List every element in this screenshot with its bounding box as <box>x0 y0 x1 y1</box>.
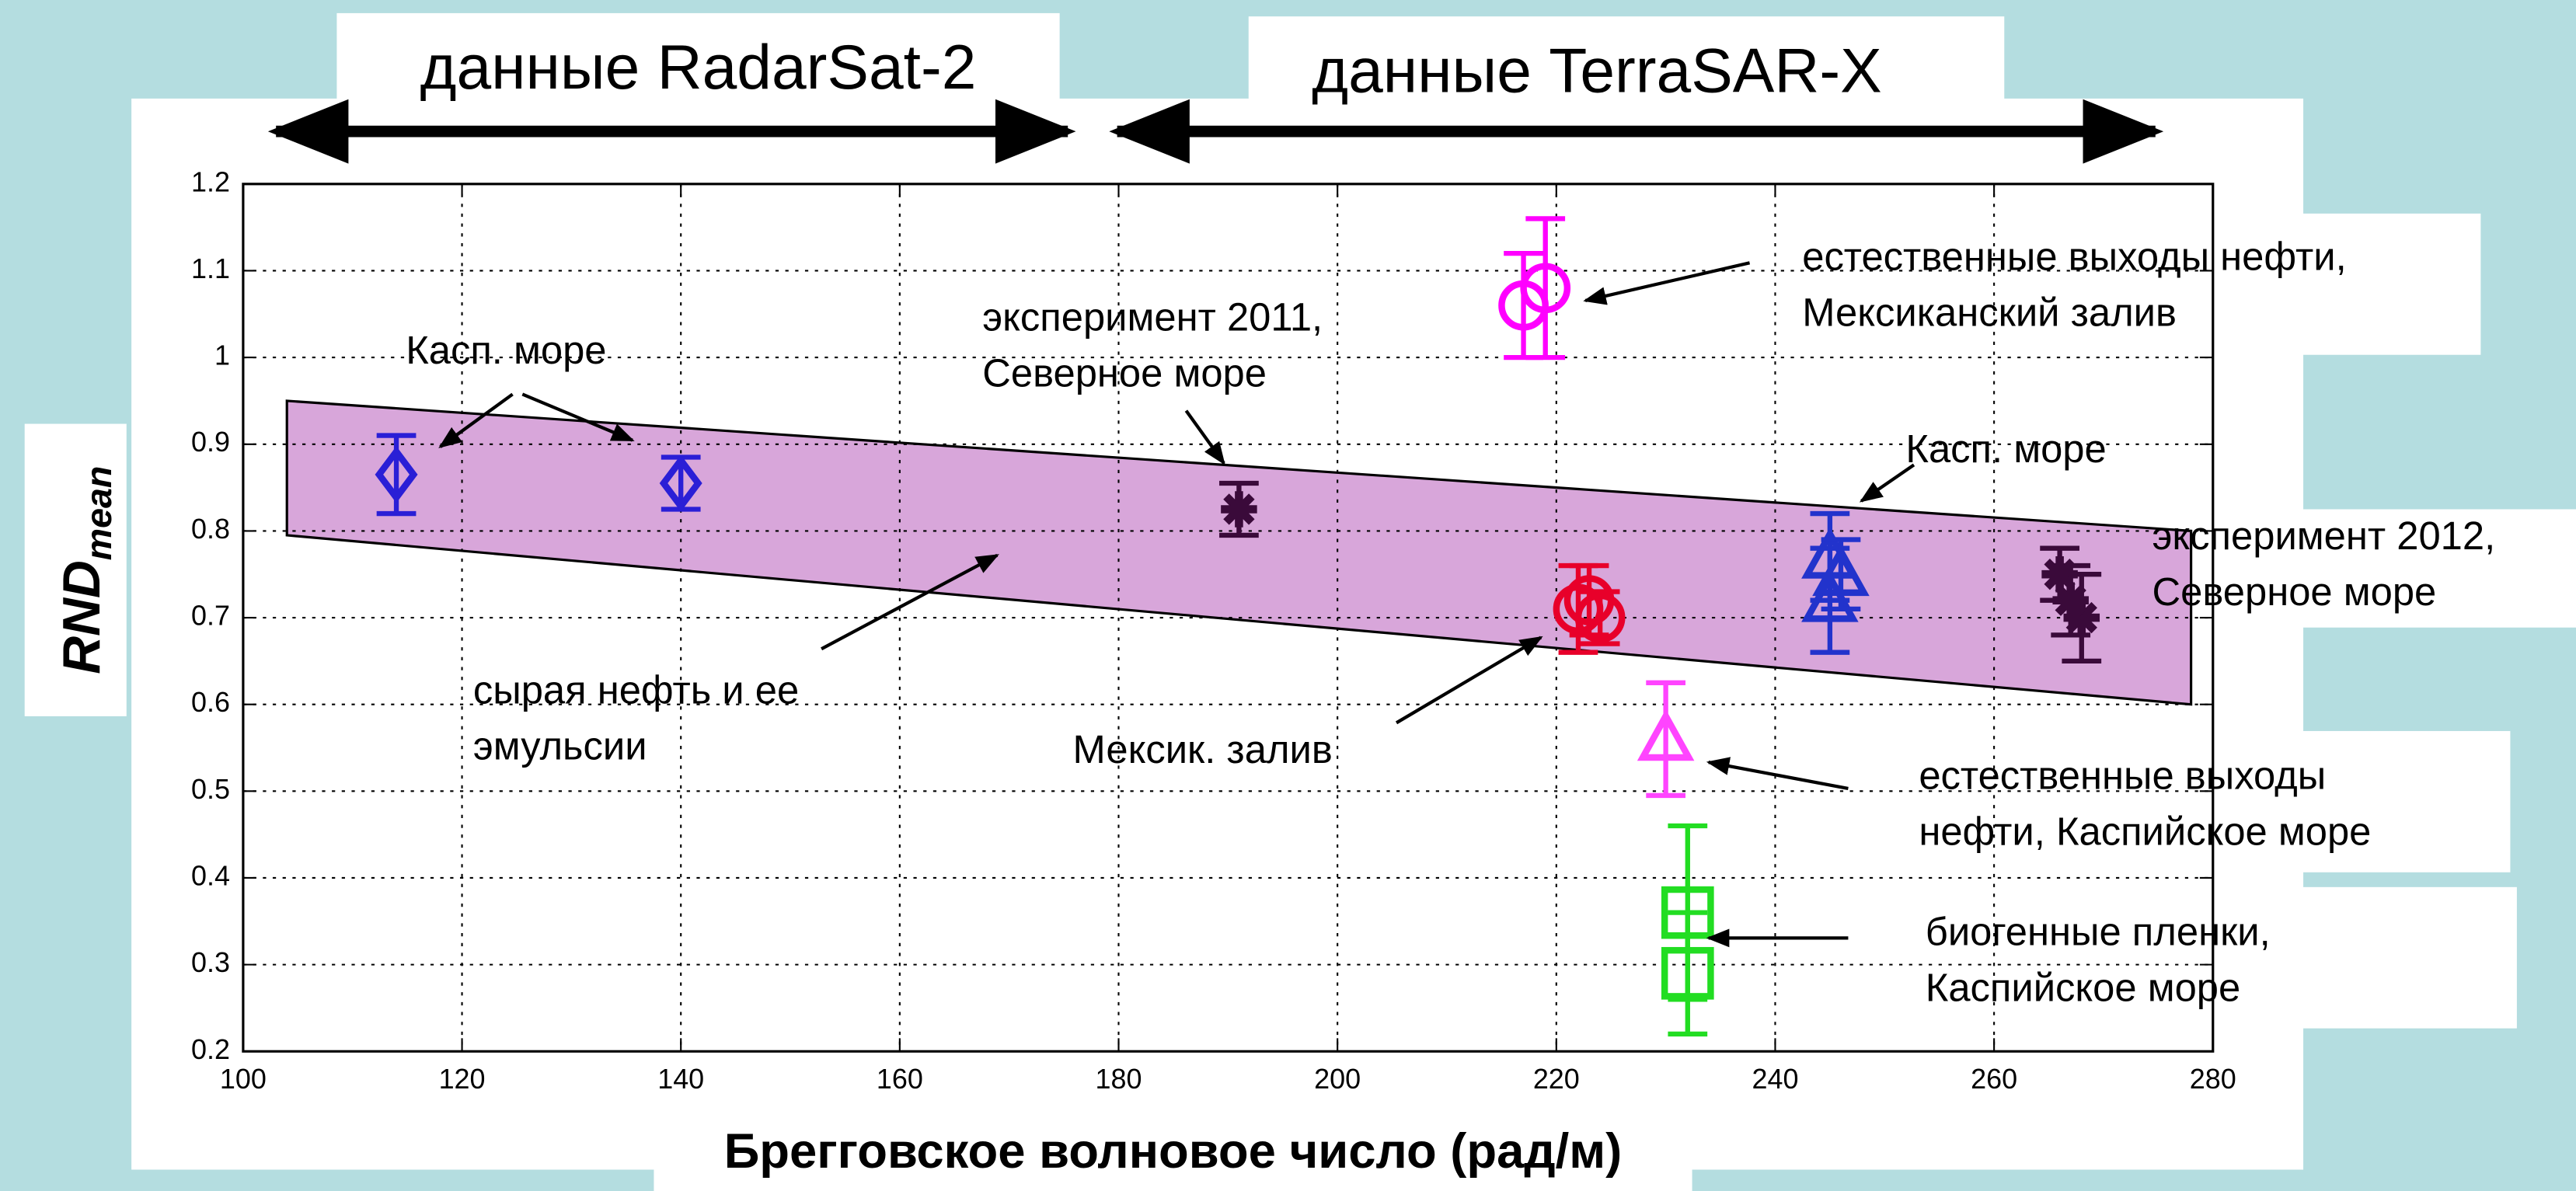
y-tick-label: 0.9 <box>191 426 230 458</box>
y-tick-label: 0.8 <box>191 513 230 545</box>
y-axis-label-main: RND <box>53 560 111 674</box>
marker <box>2052 582 2089 618</box>
x-tick-label: 120 <box>439 1063 486 1095</box>
oil-band <box>285 399 2193 706</box>
error-bar <box>1668 910 1708 1037</box>
arrow <box>1395 636 1543 725</box>
header-label: данные TerraSAR-X <box>1312 36 1881 106</box>
error-bar <box>1580 589 1620 646</box>
annotation-box <box>2135 509 2576 628</box>
y-axis-label-sub: mean <box>78 466 119 560</box>
header-box <box>336 12 1060 103</box>
y-tick-label: 1.1 <box>191 252 230 284</box>
annotation-box <box>1774 213 2481 355</box>
annotation: биогенные пленки, <box>1926 910 2271 954</box>
arrow <box>1583 261 1751 305</box>
arrow <box>1706 757 1849 791</box>
x-tick-label: 240 <box>1752 1063 1798 1095</box>
arrow <box>1184 409 1225 465</box>
x-tick-label: 220 <box>1533 1063 1580 1095</box>
y-tick-label: 0.5 <box>191 773 230 805</box>
plot-frame <box>242 183 2215 1053</box>
annotation: нефти, Каспийское море <box>1919 810 2371 854</box>
x-tick-label: 260 <box>1971 1063 2017 1095</box>
annotation-box <box>1889 730 2511 872</box>
x-tick-label: 160 <box>877 1063 923 1095</box>
y-tick-label: 0.6 <box>191 686 230 718</box>
error-bar <box>1525 216 1566 360</box>
x-tick-label: 140 <box>657 1063 704 1095</box>
annotation: Каспийское море <box>1926 965 2240 1009</box>
annotation: Касп. море <box>1905 427 2106 471</box>
arrow <box>438 392 514 448</box>
y-tick-label: 0.7 <box>191 600 230 632</box>
marker <box>1661 946 1714 1000</box>
marker <box>1812 544 1870 597</box>
arrow <box>1859 463 1915 503</box>
x-tick-label: 180 <box>1096 1063 1142 1095</box>
x-tick-label: 100 <box>220 1063 267 1095</box>
marker <box>1221 491 1257 528</box>
error-bar <box>1646 680 1685 799</box>
header-label: данные RadarSat-2 <box>420 33 977 103</box>
marker <box>659 454 702 512</box>
marker <box>1574 592 1626 643</box>
x-axis-label: Брегговское волновое число (рад/м) <box>724 1124 1623 1179</box>
annotation: естественные выходы нефти, <box>1802 234 2346 278</box>
annotation: сырая нефть и ее <box>473 668 799 712</box>
y-tick-label: 1 <box>214 340 230 371</box>
header-box <box>1248 16 2005 106</box>
x-tick-label: 280 <box>2190 1063 2236 1095</box>
annotation: эмульсии <box>473 724 647 768</box>
annotation: Мексиканский залив <box>1802 290 2177 334</box>
annotation: естественные выходы <box>1919 754 2326 798</box>
arrow <box>521 392 635 442</box>
y-axis-label: RNDmean <box>53 466 120 674</box>
ylabel-box <box>24 423 127 716</box>
y-tick-label: 1.2 <box>191 165 230 197</box>
marker <box>375 446 418 503</box>
marker <box>1520 263 1571 314</box>
y-tick-label: 0.3 <box>191 946 230 978</box>
y-tick-label: 0.4 <box>191 859 230 891</box>
arrow <box>821 553 999 651</box>
annotation: Северное море <box>2152 569 2437 614</box>
annotation-arrows <box>438 261 1915 948</box>
y-tick-label: 0.2 <box>191 1033 230 1065</box>
xlabel-box <box>654 1116 1692 1191</box>
annotation: Касп. море <box>406 328 606 372</box>
annotation: эксперимент 2011, <box>982 295 1323 340</box>
x-tick-label: 200 <box>1314 1063 1361 1095</box>
annotation: эксперимент 2012, <box>2152 514 2496 558</box>
annotation: Северное море <box>982 351 1267 395</box>
marker <box>1637 709 1695 761</box>
marker <box>2063 599 2100 636</box>
annotation: Мексик. залив <box>1073 727 1333 771</box>
annotation-box <box>1897 886 2517 1029</box>
marker <box>2041 555 2078 593</box>
